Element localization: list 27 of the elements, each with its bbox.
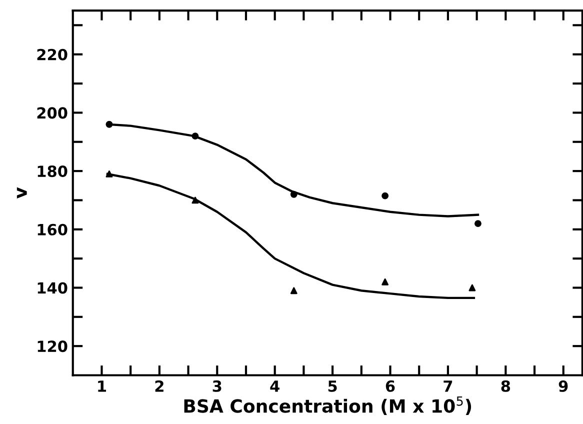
x-tick-label: 1 — [98, 380, 106, 392]
y-axis-title: v — [16, 187, 27, 199]
point — [106, 120, 113, 128]
point — [106, 170, 113, 178]
point — [192, 132, 199, 140]
point — [474, 220, 482, 228]
y-tick-label: 200 — [37, 107, 68, 119]
x-tick-label: 3 — [212, 380, 222, 392]
y-tick-label: 220 — [37, 48, 68, 60]
x-tick-label: 8 — [501, 380, 510, 392]
x-axis-title: BSA Concentration (M x 10$^{5}$) — [184, 396, 472, 415]
point — [192, 196, 199, 204]
x-tick-label: 7 — [444, 380, 452, 392]
y-tick-label: 120 — [38, 340, 68, 352]
x-tick-label: 2 — [155, 380, 164, 392]
x-tick-label: 5 — [328, 380, 337, 392]
point — [468, 284, 476, 292]
point — [290, 287, 298, 294]
y-tick-label: 140 — [38, 282, 68, 294]
x-tick-label: 9 — [558, 380, 568, 392]
x-tick-label: 4 — [270, 380, 280, 392]
point — [290, 190, 298, 198]
point — [382, 192, 389, 200]
y-tick-label: 160 — [38, 224, 68, 236]
point — [382, 278, 389, 286]
x-tick-label: 6 — [386, 380, 395, 392]
y-tick-label: 180 — [38, 166, 68, 178]
